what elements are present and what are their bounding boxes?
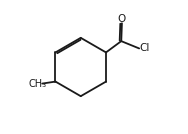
Text: CH₃: CH₃ <box>28 79 46 89</box>
Text: O: O <box>118 14 126 24</box>
Text: Cl: Cl <box>139 43 150 53</box>
